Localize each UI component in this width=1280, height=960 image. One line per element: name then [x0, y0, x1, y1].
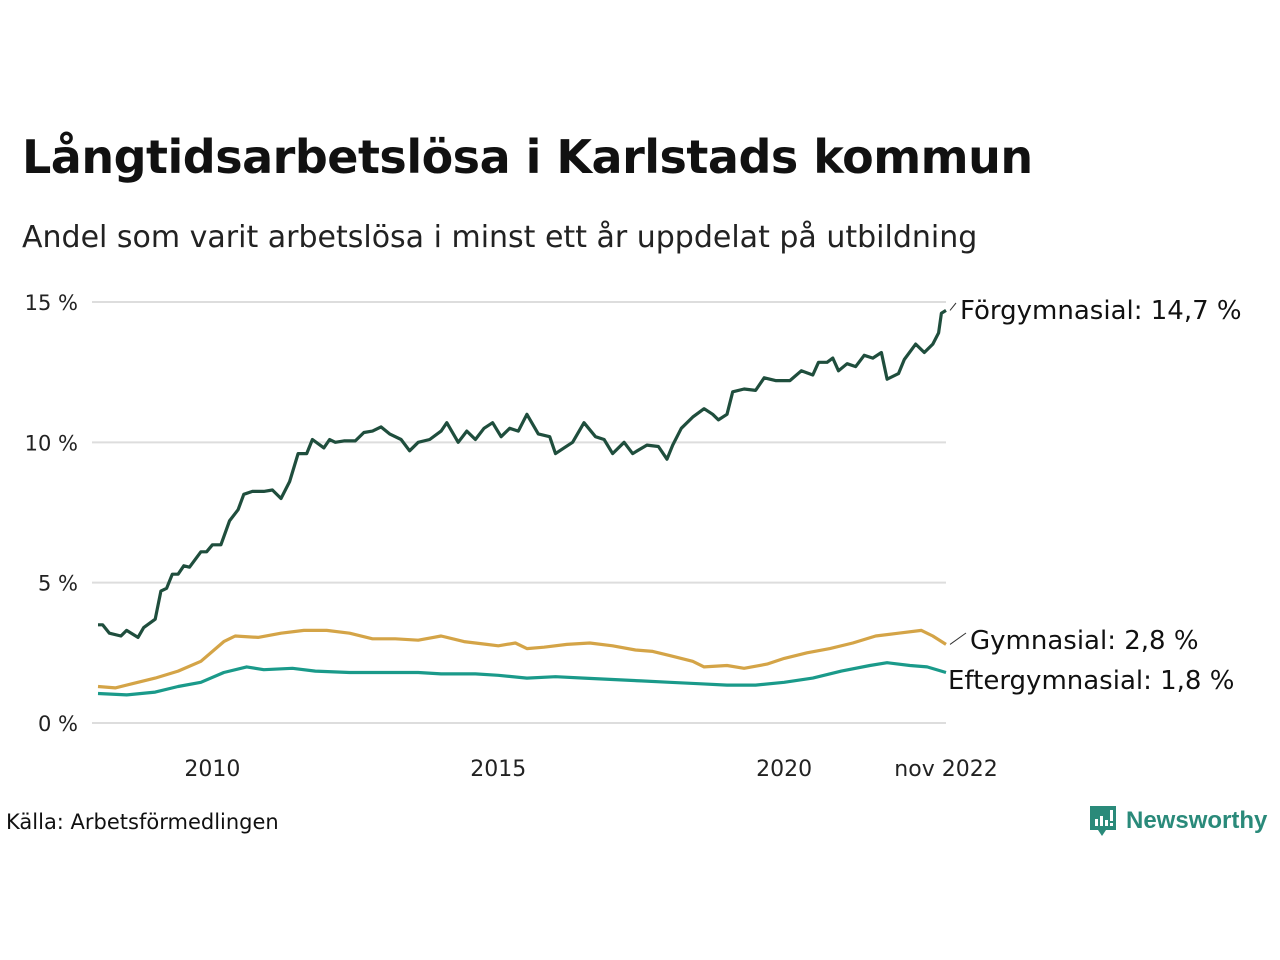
- brand-name: Newsworthy: [1126, 807, 1268, 834]
- y-tick-label: 5 %: [38, 572, 78, 596]
- series-label: Förgymnasial: 14,7 %: [960, 296, 1242, 326]
- x-tick-label: nov 2022: [894, 757, 997, 782]
- newsworthy-logo[interactable]: Newsworthy: [1088, 804, 1267, 838]
- y-tick-label: 15 %: [25, 291, 78, 315]
- x-tick-label: 2010: [184, 757, 240, 782]
- series-line-gymnasial: [97, 628, 947, 690]
- x-tick-label: 2015: [470, 757, 526, 782]
- x-tick-label: 2020: [756, 757, 812, 782]
- chart-subtitle: Andel som varit arbetslösa i minst ett å…: [22, 220, 978, 255]
- y-tick-label: 10 %: [25, 431, 78, 455]
- series-line-förgymnasial: [98, 309, 947, 639]
- series-label: Gymnasial: 2,8 %: [970, 626, 1199, 656]
- series-line-eftergymnasial: [97, 661, 947, 697]
- label-leader-line: [949, 632, 967, 645]
- series-label: Eftergymnasial: 1,8 %: [948, 666, 1234, 696]
- chart-title: Långtidsarbetslösa i Karlstads kommun: [22, 130, 1033, 184]
- y-tick-label: 0 %: [38, 712, 78, 736]
- source-note: Källa: Arbetsförmedlingen: [6, 810, 279, 834]
- label-leader-line: [949, 302, 957, 311]
- newsworthy-logo-icon: [1090, 806, 1116, 836]
